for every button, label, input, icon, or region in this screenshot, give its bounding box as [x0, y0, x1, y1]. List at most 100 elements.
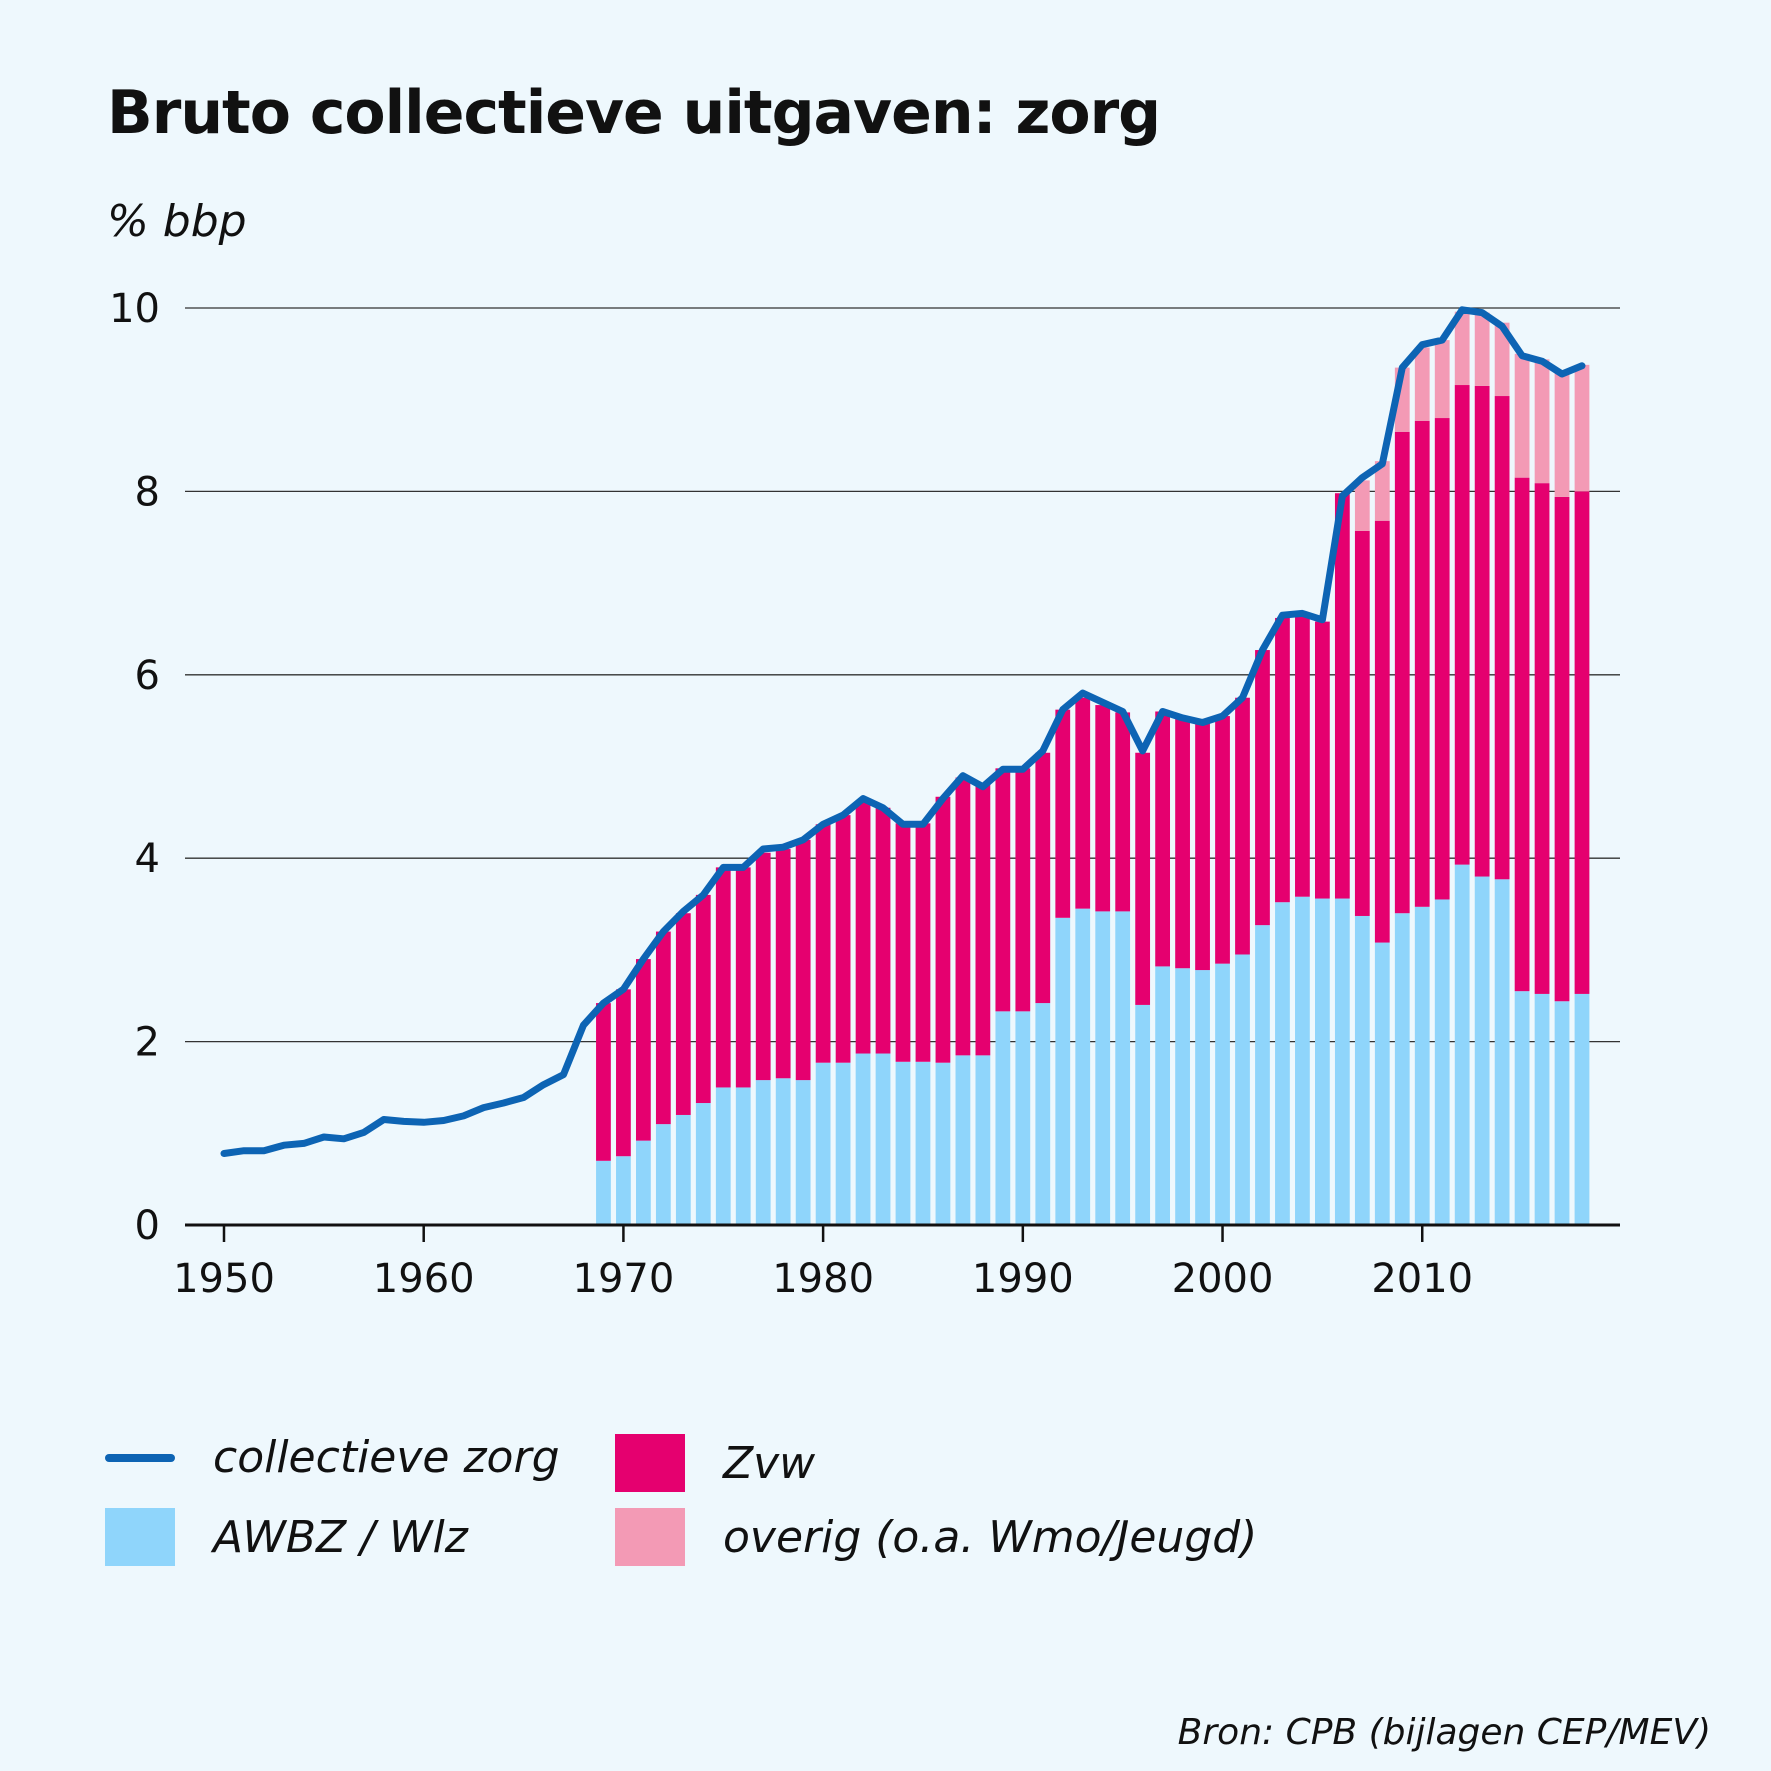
- bar-segment-zvw: [1354, 530, 1370, 916]
- bar-segment-zvw: [1434, 418, 1450, 900]
- bar-segment-awbz: [655, 1124, 671, 1225]
- bar-segment-zvw: [635, 959, 651, 1141]
- bar-segment-awbz: [1454, 864, 1470, 1225]
- bar-segment-zvw: [1075, 697, 1091, 909]
- x-tick-label: 2000: [1172, 1256, 1274, 1302]
- legend-item-awbz: AWBZ / Wlz: [105, 1508, 468, 1566]
- bar-segment-awbz: [1574, 993, 1590, 1225]
- bar-segment-zvw: [915, 823, 931, 1062]
- bar-segment-zvw: [1095, 705, 1111, 912]
- bar-segment-awbz: [1275, 902, 1290, 1225]
- bar-segment-awbz: [1135, 1004, 1151, 1225]
- bar-segment-zvw: [1474, 385, 1490, 877]
- legend-label-zvw: Zvw: [723, 1437, 816, 1489]
- y-tick-label: 10: [109, 286, 160, 332]
- bar-segment-overig: [1474, 312, 1490, 386]
- bar-segment-awbz: [1075, 908, 1091, 1225]
- bar-segment-awbz: [616, 1156, 631, 1225]
- line-collectieve-zorg: [220, 306, 1586, 1157]
- bar-segment-awbz: [675, 1114, 691, 1225]
- bar-segment-awbz: [895, 1061, 911, 1225]
- bar-segment-awbz: [915, 1061, 931, 1225]
- bar-segment-zvw: [995, 768, 1011, 1012]
- bar-segment-awbz: [1235, 954, 1250, 1225]
- bar-segment-awbz: [1434, 899, 1450, 1225]
- y-axis-unit-label: % bbp: [107, 196, 247, 247]
- y-axis-ticks: 0 2 4 6 8 10: [109, 286, 160, 1249]
- x-tick-label: 1950: [173, 1256, 275, 1302]
- bar-segment-zvw: [795, 839, 811, 1081]
- legend-label-overig: overig (o.a. Wmo/Jeugd): [723, 1511, 1258, 1563]
- bar-segment-zvw: [1314, 621, 1330, 899]
- bar-segment-overig: [1554, 373, 1570, 497]
- bar-segment-awbz: [596, 1160, 611, 1225]
- legend-item-overig: overig (o.a. Wmo/Jeugd): [615, 1508, 1257, 1566]
- bar-segment-zvw: [715, 867, 731, 1088]
- bar-segment-awbz: [975, 1055, 991, 1225]
- bar-segment-zvw: [675, 913, 691, 1115]
- bar-segment-zvw: [1195, 722, 1210, 971]
- bar-segment-zvw: [755, 852, 771, 1081]
- bar-segment-overig: [1514, 353, 1530, 478]
- bar-segment-zvw: [596, 1003, 611, 1161]
- bar-segment-overig: [1434, 340, 1450, 419]
- bar-segment-awbz: [835, 1062, 851, 1225]
- bar-segment-zvw: [1055, 709, 1071, 918]
- bar-segment-awbz: [1314, 898, 1330, 1225]
- bar-segment-zvw: [1155, 711, 1171, 967]
- bar-segment-awbz: [1534, 993, 1550, 1225]
- bar-segment-zvw: [835, 815, 851, 1063]
- bar-segment-awbz: [1055, 917, 1071, 1225]
- bar-segment-overig: [1374, 461, 1390, 521]
- bar-segment-awbz: [1554, 1001, 1570, 1225]
- bar-segment-zvw: [855, 801, 871, 1054]
- bar-segment-zvw: [695, 894, 711, 1104]
- bar-segment-zvw: [1135, 752, 1151, 1005]
- bar-segment-awbz: [1175, 968, 1190, 1225]
- bar-segment-zvw: [1414, 420, 1430, 907]
- line-series: [220, 306, 1586, 1157]
- bar-segment-overig: [1534, 359, 1550, 484]
- bar-segment-awbz: [995, 1011, 1011, 1225]
- bar-segment-zvw: [1334, 493, 1350, 899]
- bar-segment-awbz: [1095, 911, 1111, 1225]
- bar-segment-awbz: [955, 1055, 971, 1225]
- y-tick-label: 6: [135, 653, 160, 699]
- source-note: Bron: CPB (bijlagen CEP/MEV): [1177, 1712, 1711, 1753]
- bar-segment-awbz: [775, 1078, 791, 1225]
- bar-segment-awbz: [795, 1080, 811, 1225]
- bar-segment-zvw: [1175, 717, 1190, 969]
- bar-segment-awbz: [695, 1103, 711, 1225]
- bar-segment-zvw: [775, 849, 791, 1079]
- bar-segment-awbz: [1374, 942, 1390, 1225]
- bar-segment-zvw: [1534, 483, 1550, 994]
- x-tick-label: 2010: [1371, 1256, 1473, 1302]
- bar-series: [596, 311, 1590, 1225]
- bar-segment-awbz: [715, 1087, 731, 1225]
- bar-segment-awbz: [815, 1062, 831, 1225]
- x-tick-label: 1960: [373, 1256, 475, 1302]
- bar-segment-awbz: [1414, 906, 1430, 1225]
- bar-segment-zvw: [1454, 385, 1470, 865]
- y-tick-label: 0: [135, 1203, 160, 1249]
- bar-segment-zvw: [1394, 431, 1410, 914]
- bar-segment-zvw: [1514, 477, 1530, 992]
- x-tick-label: 1980: [772, 1256, 874, 1302]
- bar-segment-zvw: [1255, 650, 1270, 926]
- bar-segment-zvw: [1374, 520, 1390, 943]
- y-tick-label: 4: [135, 836, 160, 882]
- legend-label-awbz: AWBZ / Wlz: [213, 1511, 468, 1563]
- bar-segment-zvw: [1035, 752, 1051, 1004]
- bar-segment-awbz: [1035, 1003, 1051, 1225]
- bar-segment-zvw: [1574, 491, 1590, 994]
- bar-segment-awbz: [1255, 925, 1270, 1225]
- bar-segment-zvw: [1494, 396, 1510, 880]
- bar-segment-zvw: [1235, 697, 1250, 955]
- bar-segment-awbz: [1394, 913, 1410, 1225]
- y-tick-label: 8: [135, 469, 160, 515]
- bar-segment-awbz: [1015, 1011, 1031, 1225]
- bar-segment-overig: [1574, 364, 1590, 492]
- bar-segment-awbz: [1115, 911, 1131, 1225]
- bar-segment-awbz: [875, 1053, 891, 1225]
